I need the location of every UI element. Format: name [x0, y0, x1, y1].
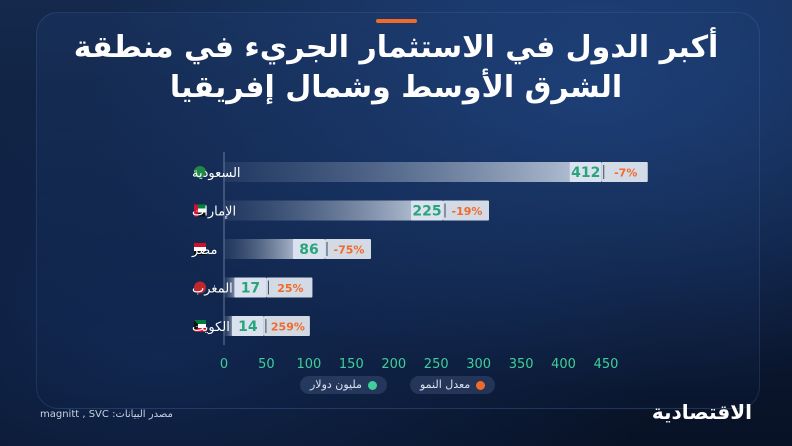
- category-label: السعودية: [192, 166, 241, 181]
- growth-label: 259%: [271, 321, 305, 334]
- legend-growth-label: معدل النمو: [420, 378, 471, 391]
- value-box: [569, 162, 602, 182]
- value-box: [234, 277, 267, 298]
- x-tick-label: 450: [594, 357, 619, 372]
- uae-flag-stripe: [194, 204, 206, 209]
- data-label: 225: [412, 204, 441, 220]
- value-box: [411, 200, 443, 221]
- kuwait-flag-stripe: [194, 320, 206, 324]
- morocco-flag: [194, 281, 206, 294]
- legend-value-label: مليون دولار: [310, 378, 362, 391]
- growth-label: 25%: [277, 282, 303, 295]
- title-line-1: أكبر الدول في الاستثمار الجريء في منطقة: [73, 30, 719, 65]
- growth-box: [601, 162, 648, 182]
- x-tick-label: 100: [296, 357, 321, 372]
- growth-label: -75%: [334, 244, 365, 257]
- brand-logo: الاقتصادية: [651, 400, 752, 424]
- x-tick-label: 350: [509, 357, 534, 372]
- value-box: [293, 239, 326, 259]
- growth-box: [263, 316, 310, 336]
- data-label: 412: [571, 165, 600, 181]
- egypt-flag-stripe: [194, 247, 206, 251]
- category-label: مصر: [191, 243, 217, 258]
- category-label: الإمارات: [192, 205, 236, 220]
- title-line-2: الشرق الأوسط وشمال إفريقيا: [169, 70, 623, 105]
- growth-label: -19%: [452, 205, 483, 218]
- x-tick-label: 300: [466, 357, 491, 372]
- data-label: 86: [299, 242, 318, 258]
- bar: [224, 162, 574, 182]
- legend-growth: معدل النمو: [410, 376, 496, 394]
- category-label: المغرب: [192, 282, 233, 297]
- x-tick-label: 200: [381, 357, 406, 372]
- egypt-flag: [194, 251, 206, 255]
- growth-box: [266, 277, 313, 298]
- title-accent-line: [376, 19, 417, 23]
- growth-box: [325, 239, 372, 259]
- data-label: 14: [238, 319, 258, 335]
- uae-flag-stripe: [194, 212, 206, 217]
- legend-value: مليون دولار: [300, 376, 387, 394]
- x-tick-label: 150: [339, 357, 364, 372]
- growth-box: [443, 200, 489, 221]
- uae-flag: [194, 204, 198, 217]
- category-label: الكويت: [192, 320, 230, 335]
- saudi-flag: [194, 166, 206, 178]
- uae-flag-stripe: [194, 208, 206, 213]
- kuwait-flag-stripe: [194, 324, 206, 328]
- source-note: مصدر البيانات: magnitt , SVC: [40, 409, 173, 420]
- bar: [224, 239, 298, 259]
- value-box: [231, 316, 264, 336]
- legend-value-dot: [367, 380, 377, 390]
- x-tick-label: 400: [551, 357, 576, 372]
- kuwait-flag-stripe: [194, 328, 206, 332]
- data-label: 17: [241, 281, 260, 297]
- x-tick-label: 50: [258, 357, 275, 372]
- legend-growth-dot: [476, 380, 486, 390]
- kuwait-flag: [194, 320, 198, 332]
- growth-label: -7%: [614, 167, 637, 180]
- x-tick-label: 0: [220, 357, 228, 372]
- bar: [224, 200, 415, 221]
- chart-title: أكبر الدول في الاستثمار الجريء في منطقة …: [40, 28, 752, 108]
- egypt-flag-stripe: [194, 243, 206, 247]
- x-tick-label: 250: [424, 357, 449, 372]
